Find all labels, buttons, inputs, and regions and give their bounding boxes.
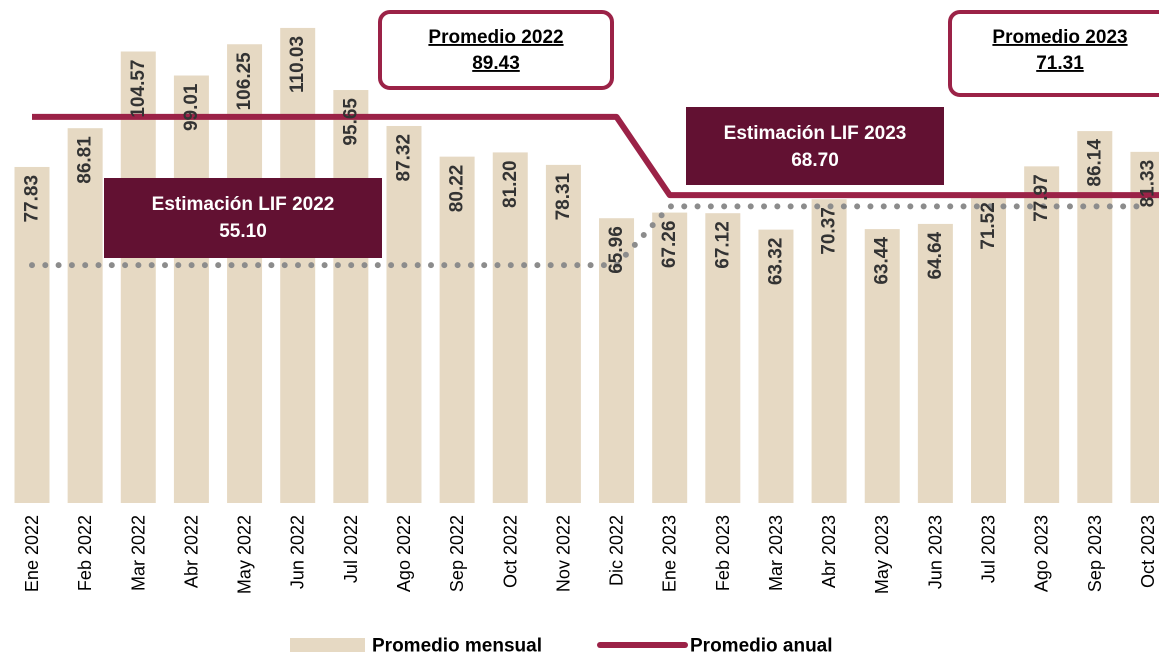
annotation-value: 68.70 [791,150,839,171]
data-label: 78.31 [553,172,574,220]
bar [652,212,688,503]
x-tick-label: Oct 2023 [1138,515,1158,588]
x-tick-label: Mar 2023 [766,515,786,591]
data-label: 104.57 [128,60,149,118]
bar [864,229,900,503]
bar [333,90,369,504]
x-tick-label: Sep 2022 [447,515,467,592]
x-tick-label: Dic 2022 [607,515,627,586]
data-label: 110.03 [287,36,308,93]
legend-swatch [290,638,365,652]
bar [386,125,422,504]
data-label: 95.65 [340,98,361,146]
bar [1130,151,1159,504]
x-tick-label: Jun 2022 [288,515,308,589]
data-label: 80.22 [447,165,468,213]
x-tick-label: May 2023 [872,515,892,594]
data-label: 81.20 [500,160,521,208]
bar [917,223,953,503]
x-tick-label: May 2022 [235,515,255,594]
x-tick-label: Jul 2023 [979,515,999,583]
annotation-title: Estimación LIF 2022 [152,194,335,215]
x-tick-label: Oct 2022 [500,515,520,588]
data-label: 70.37 [819,207,840,255]
annotation-value: 71.31 [1036,53,1084,74]
data-label: 67.26 [659,221,680,269]
line-series [32,113,1159,199]
x-tick-label: Abr 2023 [819,515,839,588]
x-tick-label: Jul 2022 [341,515,361,583]
data-label: 63.44 [872,237,893,285]
data-label: 65.96 [606,226,627,274]
data-label: 106.25 [234,52,255,111]
bar [227,44,263,503]
annotation-box [948,10,1159,97]
data-label: 63.32 [765,238,786,286]
x-tick-label: Nov 2022 [553,515,573,592]
x-tick-label: Ene 2023 [660,515,680,592]
bar [492,152,528,503]
dotted-series [29,203,1151,269]
data-label: 87.32 [393,134,414,182]
data-label: 64.64 [925,231,946,279]
data-label: 81.33 [1137,160,1158,208]
data-label: 86.14 [1084,139,1105,187]
bar [1024,166,1060,503]
annotation-title: Promedio 2023 [992,27,1127,48]
x-tick-label: Ago 2023 [1032,515,1052,592]
bar [758,229,794,503]
data-label: 71.52 [978,202,999,250]
bar [67,128,103,503]
bar [173,75,209,503]
bar [705,213,741,503]
bar [811,199,847,504]
bar [545,164,581,503]
data-label: 77.97 [1031,174,1052,222]
x-tick-label: Abr 2022 [181,515,201,588]
data-label: 67.12 [712,221,733,269]
annotation-value: 89.43 [472,53,520,74]
x-tick-label: Ene 2022 [22,515,42,592]
bar [120,51,156,504]
bar [14,166,50,503]
x-tick-label: Feb 2023 [713,515,733,591]
x-tick-label: Feb 2022 [75,515,95,591]
bar [971,194,1007,503]
x-tick-label: Sep 2023 [1085,515,1105,592]
legend-label: Promedio anual [690,636,833,657]
annotation-box [378,10,614,90]
x-tick-label: Ago 2022 [394,515,414,592]
data-label: 77.83 [22,175,43,223]
legend-label: Promedio mensual [372,636,542,657]
annotation-box [686,107,944,185]
data-label: 99.01 [181,83,202,131]
bar [439,156,475,504]
data-label: 86.81 [75,136,96,184]
x-tick-label: Jun 2023 [925,515,945,589]
annotation-value: 55.10 [219,221,267,242]
annotation-box [104,178,382,258]
annotation-title: Estimación LIF 2023 [724,123,907,144]
annotation-title: Promedio 2022 [428,27,563,48]
x-tick-label: Mar 2022 [128,515,148,591]
